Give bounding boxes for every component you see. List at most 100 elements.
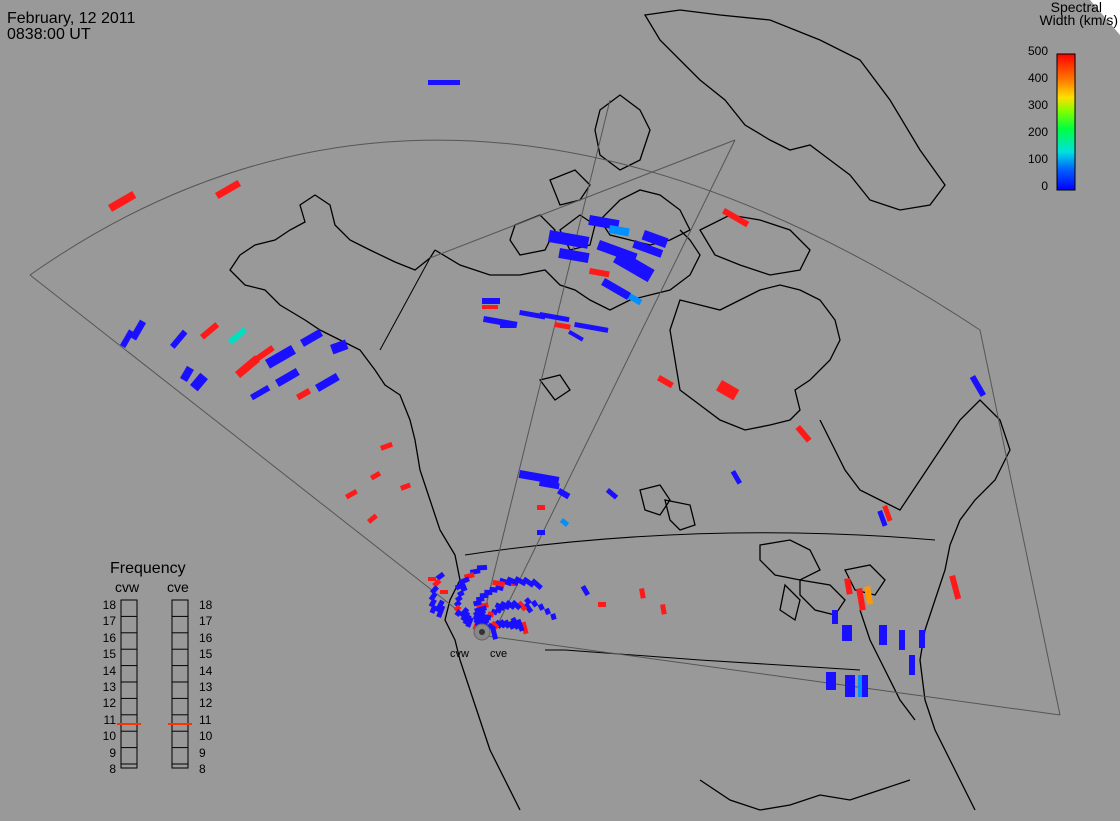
frequency-scale-label: 11: [103, 712, 116, 727]
frequency-radar-cvw: cvw: [115, 579, 140, 595]
radar-cell: [472, 599, 482, 607]
radar-cell: [369, 471, 382, 481]
radar-cell: [345, 489, 358, 500]
radar-cell: [613, 250, 655, 283]
radar-cell: [515, 618, 525, 632]
borders: [379, 257, 936, 671]
frequency-scale-label: 9: [199, 745, 206, 760]
radar-cell: [436, 604, 446, 618]
radar-label-cve: cve: [490, 648, 508, 660]
radar-cell: [130, 319, 147, 341]
frequency-scale-label: 12: [199, 696, 213, 711]
radar-cell: [538, 480, 560, 490]
radar-cell: [539, 312, 570, 323]
frequency-scale-label: 8: [109, 762, 116, 776]
radar-cell: [367, 513, 378, 524]
coastlines: [229, 9, 1011, 811]
radar-cell: [454, 609, 463, 617]
radar-cell: [199, 322, 220, 340]
radar-cell: [490, 620, 500, 630]
radar-cell: [275, 368, 300, 387]
colorbar-title-line1: Spectral: [1050, 0, 1102, 15]
radar-cell: [513, 576, 527, 587]
frequency-scale-label: 10: [199, 729, 213, 744]
radar-cell: [120, 329, 135, 348]
radar-cell: [547, 229, 590, 249]
radar-cell: [330, 339, 349, 355]
radar-cell: [520, 621, 529, 635]
frequency-scale-label: 14: [199, 663, 213, 678]
radar-cell: [826, 672, 836, 690]
radar-cell: [300, 329, 324, 347]
colorbar-title-line2: Width (km/s): [1039, 12, 1118, 28]
radar-cell: [844, 577, 853, 595]
frequency-scale-label: 14: [102, 663, 116, 678]
radar-cell: [550, 613, 557, 621]
radar-cell: [428, 577, 436, 581]
radar-cell: [639, 588, 646, 599]
radar-cell: [845, 675, 855, 697]
radar-cell: [482, 305, 498, 309]
radar-cell: [432, 578, 442, 588]
radar-site-dot: [479, 629, 485, 635]
radar-cell: [632, 240, 664, 258]
radar-cell: [494, 602, 506, 612]
frequency-scale-label: 12: [102, 696, 116, 711]
radar-cell: [832, 610, 838, 624]
radar-cell: [544, 607, 552, 616]
radar-cell: [608, 224, 630, 237]
radar-cell: [722, 208, 750, 228]
radar-cell: [601, 277, 631, 300]
radar-cell: [523, 602, 534, 614]
radar-cell: [454, 581, 466, 591]
radar-cell: [605, 488, 619, 500]
radar-cell: [842, 625, 852, 641]
radar-cell: [559, 518, 570, 527]
radar-cell: [516, 600, 528, 612]
radar-cell: [429, 585, 439, 595]
radar-cell: [715, 380, 740, 401]
radar-cell: [486, 622, 497, 632]
colorbar-tick: 100: [1027, 152, 1048, 166]
radar-cell: [864, 585, 874, 605]
radar-cell: [660, 603, 667, 615]
frequency-scale-label: 16: [199, 630, 213, 645]
colorbar-tick: 0: [1041, 179, 1048, 193]
radar-cell: [428, 591, 438, 602]
radar-cell: [428, 80, 460, 85]
radar-cell: [510, 599, 522, 611]
radar-cell: [899, 630, 905, 650]
radar-cell: [641, 230, 669, 248]
radar-cell: [504, 599, 516, 610]
radar-cell: [909, 655, 915, 675]
radar-cell: [180, 365, 194, 382]
corner-blank: [1090, 0, 1120, 35]
frequency-scale-label: 11: [199, 712, 212, 727]
radar-cell: [296, 388, 312, 401]
radar-cell: [473, 614, 487, 626]
frequency-scale-label: 13: [199, 680, 213, 694]
radar-cell: [856, 588, 866, 611]
radar-cell: [499, 600, 511, 611]
radar-cell: [214, 180, 242, 200]
colorbar-tick: 200: [1027, 125, 1048, 139]
radar-cell: [440, 590, 448, 594]
frequency-scale-label: 18: [199, 598, 213, 612]
radar-cell: [568, 330, 584, 342]
radar-cell: [574, 322, 609, 333]
radar-cell: [530, 599, 539, 608]
radar-cell: [170, 329, 188, 349]
radar-cell: [379, 441, 393, 451]
radar-cell: [862, 675, 868, 697]
radar-cell: [434, 599, 445, 613]
radar-cell: [315, 373, 340, 392]
radar-cell: [107, 191, 137, 212]
radar-cell: [227, 327, 248, 345]
radar-cell: [482, 298, 500, 304]
radar-scatter: [107, 80, 986, 697]
radar-cell: [500, 322, 516, 328]
radar-cell: [558, 248, 590, 264]
radar-cell: [454, 594, 463, 603]
radar-cell: [189, 372, 208, 392]
radar-cell: [580, 585, 590, 597]
